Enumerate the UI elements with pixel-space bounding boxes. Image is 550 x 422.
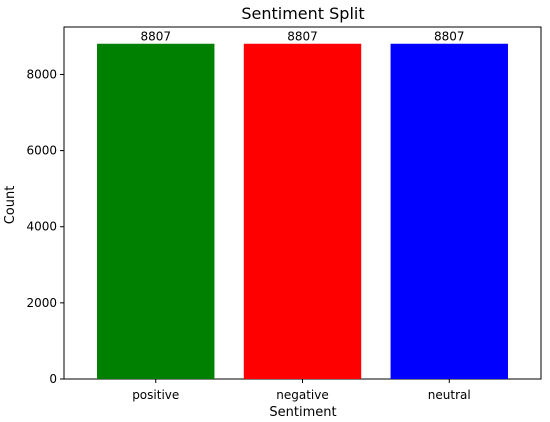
y-tick-label: 6000	[26, 144, 57, 158]
y-axis-label: Count	[3, 186, 18, 225]
chart-title: Sentiment Split	[241, 4, 364, 23]
y-axis: 0 2000 4000 6000 8000	[26, 67, 64, 386]
x-tick-label-negative: negative	[276, 388, 328, 402]
data-label-positive: 8807	[140, 30, 171, 44]
y-tick-label: 4000	[26, 220, 57, 234]
data-label-neutral: 8807	[434, 30, 465, 44]
data-label-negative: 8807	[287, 30, 318, 44]
bar-positive	[97, 43, 215, 380]
y-tick-label: 2000	[26, 296, 57, 310]
bars-group	[97, 43, 508, 380]
bar-neutral	[390, 43, 508, 380]
x-axis-label: Sentiment	[269, 405, 336, 420]
x-axis: positive negative neutral	[132, 379, 471, 402]
bar-negative	[243, 43, 362, 380]
data-labels-group: 8807 8807 8807	[140, 30, 464, 44]
y-tick-label: 0	[49, 372, 57, 386]
y-tick-label: 8000	[26, 67, 57, 81]
x-tick-label-neutral: neutral	[428, 388, 471, 402]
x-tick-label-positive: positive	[132, 388, 179, 402]
